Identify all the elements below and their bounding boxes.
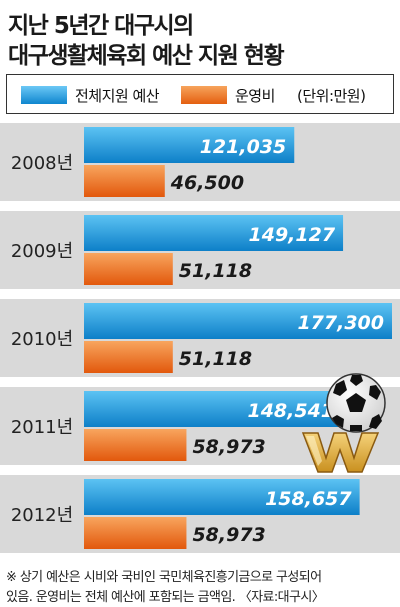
soccer-ball-icon (326, 373, 386, 433)
value-label-operating-cost: 51,118 (179, 348, 252, 370)
category-label: 2010년 (11, 329, 73, 350)
bar-operating-cost (84, 165, 165, 197)
bar-total-budget (84, 127, 295, 163)
legend-unit: (단위:만원) (297, 87, 366, 105)
bar-total-budget (84, 391, 343, 427)
value-label-total-budget: 121,035 (200, 136, 287, 158)
value-label-operating-cost: 51,118 (179, 260, 252, 282)
bar-total-budget (84, 479, 360, 515)
category-label: 2009년 (11, 241, 73, 262)
legend-label-budget: 전체지원 예산 (75, 87, 160, 105)
bar-total-budget (84, 215, 344, 251)
bar-operating-cost (84, 517, 187, 549)
soccer-ball-logo-decoration (301, 373, 386, 473)
category-label: 2012년 (11, 505, 73, 526)
legend-label-operating: 운영비 (235, 87, 275, 105)
legend-swatch-operating (181, 86, 227, 104)
value-label-operating-cost: 46,500 (170, 172, 244, 194)
footnote-line-2: 있음. 운영비는 전체 예산에 포함되는 금액임. 〈자료:대구시〉 (6, 590, 325, 605)
value-label-total-budget: 177,300 (297, 312, 384, 334)
value-label-total-budget: 158,657 (265, 488, 352, 510)
value-label-operating-cost: 58,973 (192, 524, 265, 546)
title-line-2: 대구생활체육회 예산 지원 현황 (8, 43, 285, 69)
bar-operating-cost (84, 253, 173, 285)
bar-operating-cost (84, 341, 173, 373)
bar-total-budget (84, 303, 392, 339)
category-label: 2011년 (11, 417, 73, 438)
footnote-line-1: ※ 상기 예산은 시비와 국비인 국민체육진흥기금으로 구성되어 (6, 570, 322, 585)
category-label: 2008년 (11, 153, 73, 174)
value-label-operating-cost: 58,973 (192, 436, 265, 458)
value-label-total-budget: 149,127 (249, 224, 336, 246)
vv-logo-icon (301, 432, 380, 473)
value-label-total-budget: 148,541 (247, 400, 334, 422)
bar-operating-cost (84, 429, 187, 461)
title-line-1: 지난 5년간 대구시의 (8, 13, 194, 39)
legend-swatch-budget (21, 86, 67, 104)
legend: 전체지원 예산 운영비 (단위:만원) (6, 74, 394, 114)
